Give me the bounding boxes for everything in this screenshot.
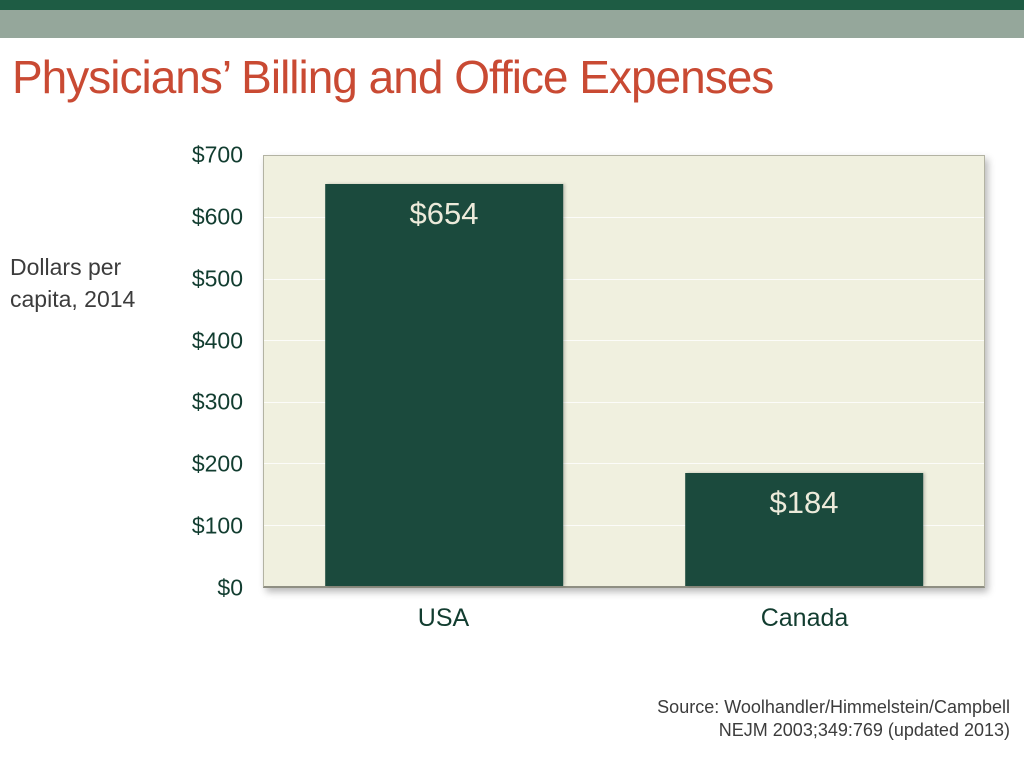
y-tick-label: $200 [191,450,243,477]
y-axis-title: Dollars per capita, 2014 [10,252,135,315]
top-accent-dark-stripe [0,0,1024,10]
y-tick-label: $400 [191,327,243,354]
bar-usa: $654 [325,184,563,586]
y-axis-title-line1: Dollars per [10,254,122,280]
bar-value-label: $184 [769,484,839,520]
source-line2: NEJM 2003;349:769 (updated 2013) [718,720,1010,741]
source-line1: Source: Woolhandler/Himmelstein/Campbell [657,697,1010,717]
gridline [264,217,984,219]
gridline [264,278,984,280]
y-tick-label: $300 [191,388,243,415]
y-axis-title-line2: capita, 2014 [10,285,136,312]
y-tick-label: $0 [217,574,243,601]
bar-chart: $700 $600 $500 $400 $300 $200 $100 $0 $654 $184 … [192,142,985,632]
category-label-canada: Canada [760,604,849,632]
category-label-usa: USA [417,604,470,632]
bar-canada: $184 [685,472,923,586]
gridline [264,524,984,526]
x-axis-labels: USA Canada [263,588,985,634]
y-tick-label: $700 [191,141,243,168]
bar-value-label: $654 [409,196,479,232]
y-tick-label: $500 [191,265,243,292]
gridline [264,340,984,342]
y-tick-label: $100 [191,512,243,539]
source-citation: Source: Woolhandler/Himmelstein/Campbell… [657,696,1010,743]
gridline [264,463,984,465]
slide-title: Physicians’ Billing and Office Expenses [12,51,774,103]
gridline [264,401,984,403]
y-axis-tick-labels: $700 $600 $500 $400 $300 $200 $100 $0 [163,142,263,601]
plot-area: $654 $184 [263,155,985,588]
y-tick-label: $600 [191,203,243,230]
top-accent-sage-stripe [0,10,1024,38]
